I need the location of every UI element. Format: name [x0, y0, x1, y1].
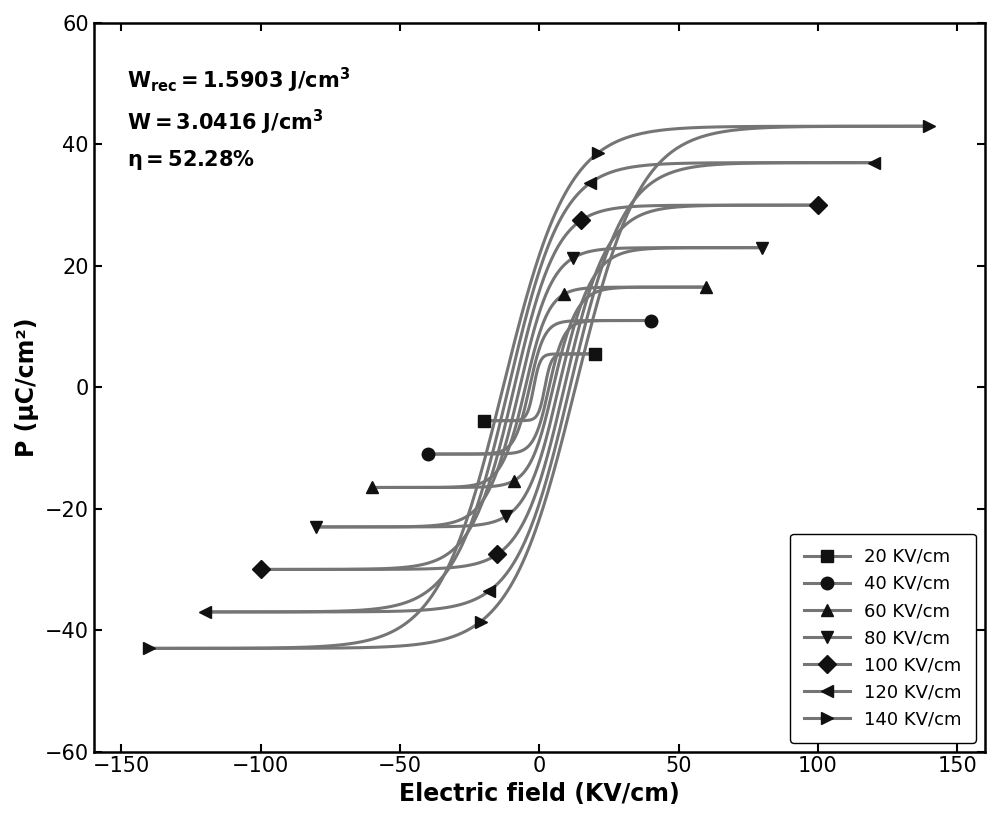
X-axis label: Electric field (KV/cm): Electric field (KV/cm) — [399, 782, 680, 806]
Legend: 20 KV/cm, 40 KV/cm, 60 KV/cm, 80 KV/cm, 100 KV/cm, 120 KV/cm, 140 KV/cm: 20 KV/cm, 40 KV/cm, 60 KV/cm, 80 KV/cm, … — [790, 534, 976, 742]
Text: $\mathbf{W_{rec}=1.5903\ J/cm^3}$
$\mathbf{W=3.0416\ J/cm^3}$
$\mathbf{\eta=52.2: $\mathbf{W_{rec}=1.5903\ J/cm^3}$ $\math… — [127, 66, 350, 172]
Y-axis label: P (μC/cm²): P (μC/cm²) — [15, 318, 39, 457]
